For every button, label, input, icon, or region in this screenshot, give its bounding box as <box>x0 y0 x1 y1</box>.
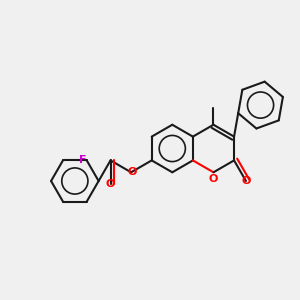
Text: F: F <box>79 155 86 165</box>
Text: O: O <box>241 176 250 186</box>
Text: O: O <box>209 174 218 184</box>
Text: O: O <box>128 167 137 177</box>
Text: O: O <box>106 179 115 189</box>
